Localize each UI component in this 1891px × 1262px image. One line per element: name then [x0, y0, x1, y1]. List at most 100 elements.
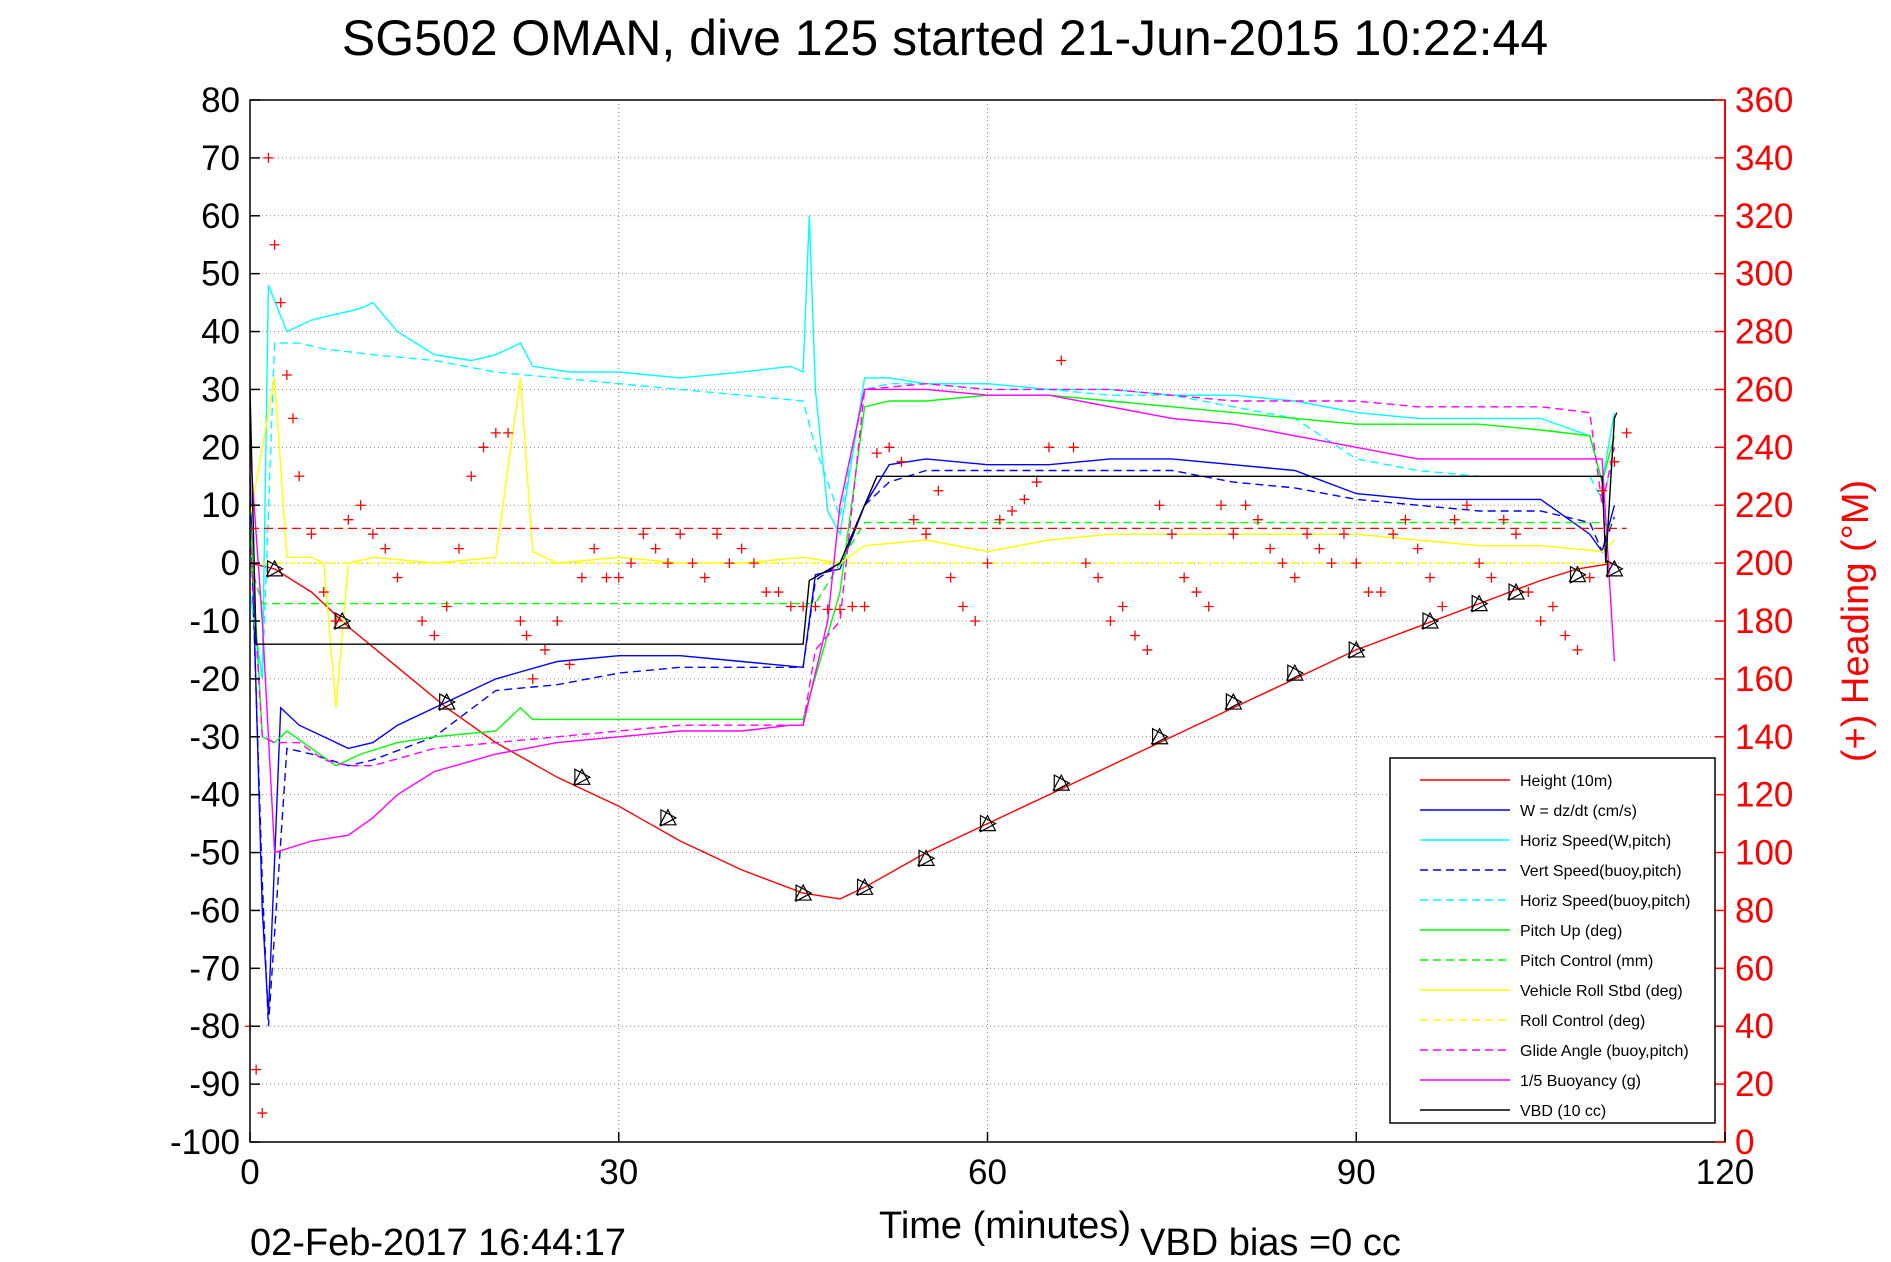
heading-point [1412, 543, 1423, 554]
heading-point [1351, 558, 1362, 569]
x-tick-label: 0 [240, 1153, 259, 1192]
heading-point [1019, 494, 1030, 505]
heading-point [453, 543, 464, 554]
legend-entry-label: Height (10m) [1520, 773, 1612, 790]
heading-point [1240, 500, 1251, 511]
legend-entry-label: Horiz Speed(W,pitch) [1520, 833, 1671, 850]
timestamp-footer: 02-Feb-2017 16:44:17 [250, 1222, 626, 1262]
heading-point [275, 297, 286, 308]
y-left-tick-label: 20 [201, 428, 240, 467]
y-left-tick-label: -90 [189, 1065, 240, 1104]
height-marker-triangle [574, 768, 592, 787]
height-marker-triangle [1507, 582, 1526, 600]
height-marker-triangle [439, 693, 456, 712]
heading-point [1093, 572, 1104, 583]
y-right-tick-label: 360 [1735, 81, 1793, 120]
heading-point [1166, 529, 1177, 540]
y-right-tick-label: 60 [1735, 949, 1774, 988]
y-left-tick-label: 80 [201, 81, 240, 120]
x-axis: 0 30 60 90 120 [240, 1132, 1754, 1192]
heading-point [1043, 442, 1054, 453]
series-line-height-10m [249, 562, 1615, 900]
heading-point [490, 427, 501, 438]
legend-entry-label: Horiz Speed(buoy,pitch) [1520, 893, 1690, 910]
heading-point [478, 442, 489, 453]
heading-point [576, 572, 587, 583]
heading-point [1130, 630, 1140, 641]
heading-point [724, 558, 735, 569]
series-layer [249, 215, 1627, 1027]
legend-entry-label: Pitch Control (mm) [1520, 953, 1653, 970]
heading-point [1609, 456, 1620, 467]
heading-point [521, 630, 532, 641]
heading-point [626, 558, 637, 569]
heading-point [1597, 485, 1608, 496]
y-left-tick-label: 60 [201, 197, 240, 236]
heading-point [994, 514, 1005, 525]
height-marker-triangle [658, 808, 677, 826]
heading-point [773, 587, 784, 598]
heading-point [871, 448, 882, 459]
legend: Height (10m) W = dz/dt (cm/s) Horiz Speed(… [1389, 757, 1716, 1124]
heading-point [675, 529, 686, 540]
series-line-1-5-buoyancy-g [249, 388, 1616, 854]
heading-point [589, 543, 600, 554]
heading-point [1547, 601, 1558, 612]
series-line-vbd-10-cc [249, 389, 1618, 645]
height-marker-triangle [1470, 594, 1489, 612]
y-right-tick-label: 140 [1735, 718, 1793, 757]
heading-point [503, 427, 514, 438]
heading-point [1154, 500, 1165, 511]
height-marker-triangle [1569, 565, 1587, 584]
height-marker-triangle [1225, 693, 1243, 712]
y-right-tick-label: 120 [1735, 776, 1793, 815]
heading-point [527, 673, 538, 684]
height-marker-triangle [1347, 640, 1366, 658]
height-marker-triangle [1471, 594, 1489, 613]
heading-point [306, 529, 317, 540]
y-left-tick-label: 30 [201, 370, 240, 409]
heading-point [1486, 572, 1497, 583]
legend-entry-label: Pitch Up (deg) [1520, 923, 1622, 940]
heading-point [343, 514, 354, 525]
heading-point [515, 616, 526, 626]
legend-entry-label: Vehicle Roll Stbd (deg) [1520, 983, 1683, 1000]
height-marker-triangle [794, 883, 813, 901]
height-marker-triangle [1421, 611, 1439, 629]
height-marker-triangle [856, 878, 874, 897]
height-marker-triangle [1606, 559, 1624, 578]
y-left-tick-label: -50 [189, 834, 240, 873]
series-line-pitch-up-deg [249, 394, 1616, 767]
heading-point [441, 601, 452, 612]
heading-point [1080, 558, 1091, 569]
height-marker-triangle [1150, 727, 1169, 745]
heading-point [269, 239, 280, 250]
y-right-tick-label: 100 [1735, 834, 1793, 873]
heading-point [761, 587, 772, 598]
heading-point [1437, 601, 1448, 612]
heading-point [1449, 514, 1460, 525]
vbd-bias-footer: VBD bias =0 cc [1140, 1222, 1401, 1262]
heading-point [1289, 572, 1300, 583]
height-marker-triangle [1151, 727, 1169, 746]
legend-entry-label: W = dz/dt (cm/s) [1520, 803, 1637, 820]
heading-point [1425, 572, 1435, 583]
heading-point [1105, 616, 1116, 626]
heading-point [1007, 506, 1018, 517]
series-line-horiz-speed-w-pitch [249, 215, 1616, 679]
heading-point [417, 616, 428, 626]
y-left-tick-label: 0 [221, 544, 240, 583]
heading-point [1498, 514, 1509, 525]
y-left-tick-label: -10 [189, 602, 240, 641]
heading-point [1511, 529, 1522, 540]
heading-point [1216, 500, 1227, 511]
heading-point [785, 601, 796, 612]
height-marker-triangle [979, 814, 997, 833]
legend-entry-label: 1/5 Buoyancy (g) [1520, 1073, 1641, 1090]
heading-point [257, 1108, 268, 1119]
heading-point [982, 558, 993, 569]
heading-point [1277, 558, 1288, 569]
heading-point [1302, 529, 1313, 540]
heading-point [896, 456, 907, 467]
heading-point [251, 1064, 262, 1075]
